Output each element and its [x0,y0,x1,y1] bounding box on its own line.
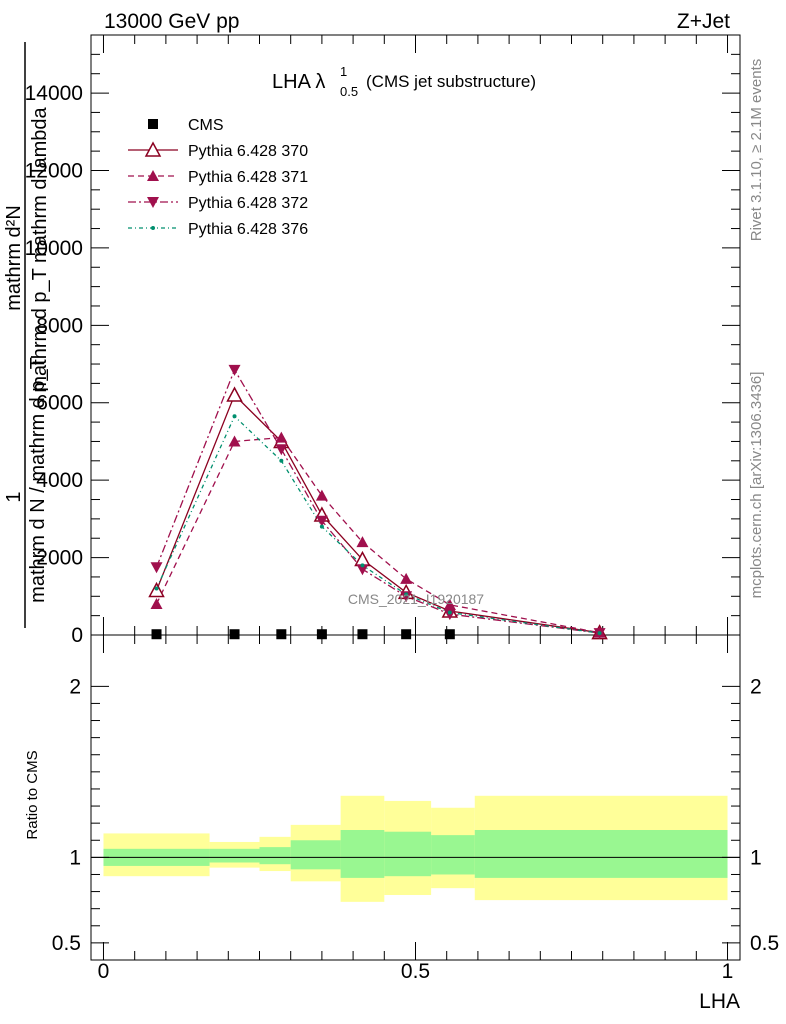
x-tick-label: 0 [98,960,110,983]
main-ytick-label: 14000 [25,82,83,105]
ratio-band-inner-7 [474,830,728,878]
title-superscript: 1 [340,64,347,79]
marker-legend-0 [148,119,158,129]
marker-legend-2 [147,170,159,181]
series-line-1 [155,393,600,634]
ratio-band-inner-1 [209,848,260,863]
analysis-watermark: CMS_2021_I1920187 [348,591,484,607]
main-y-axis-label: mathrm d²N mathrm d p_T mathrm d lambda … [3,42,51,628]
marker-pythia-6-428-371-3 [315,489,328,501]
x-ticks: 0 0.5 1 [98,35,734,983]
ylabel-numerator: mathrm d²N [3,205,25,311]
marker-pythia-6-428-372-4 [356,564,369,576]
ratio-ytick-label-right: 1 [750,846,762,869]
rivet-note: Rivet 3.1.10, ≥ 2.1M events [748,59,765,242]
marker-pythia-6-428-376-1 [232,414,237,419]
legend: CMS Pythia 6.428 370 Pythia 6.428 371 Pythi… [128,117,308,238]
main-y-ticks: 0 2000 4000 6000 8000 10000 12000 14000 [25,34,740,647]
main-ytick-label: 0 [71,624,83,647]
x-tick-label: 0.5 [401,960,430,983]
marker-pythia-6-428-372-6 [443,609,456,621]
marker-pythia-6-428-371-5 [400,572,413,584]
marker-pythia-6-428-372-0 [150,562,163,574]
series-lines [155,368,600,634]
marker-pythia-6-428-376-2 [279,458,284,463]
main-ytick-label: 2000 [36,547,83,570]
ratio-y-axis-label: Ratio to CMS [24,750,41,839]
ylabel-prefix: 1 [3,491,25,502]
ratio-band-inner-2 [259,847,291,865]
marker-pythia-6-428-376-0 [154,586,159,591]
marker-pythia-6-428-371-6 [443,598,456,610]
ratio-band-inner-4 [340,830,385,878]
ratio-band-inner-6 [431,835,475,875]
marker-legend-1 [144,141,162,157]
marker-cms-2 [276,629,287,640]
main-ytick-label: 12000 [25,159,83,182]
ratio-band-inner-3 [290,840,341,870]
ylabel-prefix-denominator: mathrm d N / mathrm d p_T [27,357,49,603]
ylabel-denominator: mathrm d p_T mathrm d lambda [29,106,51,392]
title-main: LHA λ [272,71,325,93]
main-ytick-label: 4000 [36,469,83,492]
marker-cms-5 [401,629,412,640]
marker-pythia-6-428-372-2 [275,444,288,456]
series-line-3 [155,368,600,634]
marker-cms-3 [316,629,327,640]
legend-label-2: Pythia 6.428 371 [188,169,308,186]
plot-title: LHA λ 1 0.5 (CMS jet substructure) [272,64,536,99]
title-note: (CMS jet substructure) [366,72,536,91]
marker-pythia-6-428-370-1 [226,386,243,402]
marker-cms-4 [357,629,368,640]
marker-pythia-6-428-371-0 [150,598,163,610]
main-ytick-label: 6000 [36,392,83,415]
marker-pythia-6-428-372-1 [228,364,241,376]
ratio-ytick-label-left: 2 [69,675,81,698]
legend-label-3: Pythia 6.428 372 [188,195,308,212]
energy-label: 13000 GeV pp [104,10,239,33]
marker-cms-6 [444,629,455,640]
x-tick-label: 1 [722,960,734,983]
marker-pythia-6-428-371-2 [275,431,288,443]
marker-pythia-6-428-376-3 [319,524,324,529]
marker-cms-0 [151,629,162,640]
marker-pythia-6-428-372-3 [315,515,328,527]
mcplots-note: mcplots.cern.ch [arXiv:1306.3436] [748,372,765,599]
marker-pythia-6-428-376-6 [447,610,452,615]
ratio-bands [103,795,728,902]
title-subscript: 0.5 [340,84,358,99]
marker-pythia-6-428-371-4 [356,536,369,548]
legend-label-1: Pythia 6.428 370 [188,143,308,160]
marker-legend-4 [151,226,155,230]
legend-label-0: CMS [188,117,224,134]
marker-cms-1 [229,629,240,640]
ratio-ytick-label-left: 0.5 [52,932,81,955]
process-label: Z+Jet [677,10,730,33]
ratio-ytick-label-right: 2 [750,675,762,698]
main-ytick-label: 10000 [25,237,83,260]
ratio-y-ticks: 0.5 0.5 1 1 2 2 [52,675,779,955]
x-axis-label: LHA [699,990,740,1013]
legend-label-4: Pythia 6.428 376 [188,221,308,238]
series-line-4 [155,415,600,634]
marker-pythia-6-428-371-1 [228,435,241,447]
ratio-band-inner-5 [384,831,432,877]
series-markers [148,364,608,640]
main-ytick-label: 8000 [36,314,83,337]
ratio-ytick-label-right: 0.5 [750,932,779,955]
ratio-ytick-label-left: 1 [69,846,81,869]
title-main-text: LHA λ [272,71,325,93]
marker-pythia-6-428-376-4 [360,563,365,568]
marker-legend-3 [147,197,159,208]
marker-pythia-6-428-372-5 [400,591,413,603]
marker-pythia-6-428-376-5 [404,592,409,597]
marker-pythia-6-428-376-7 [597,631,602,636]
